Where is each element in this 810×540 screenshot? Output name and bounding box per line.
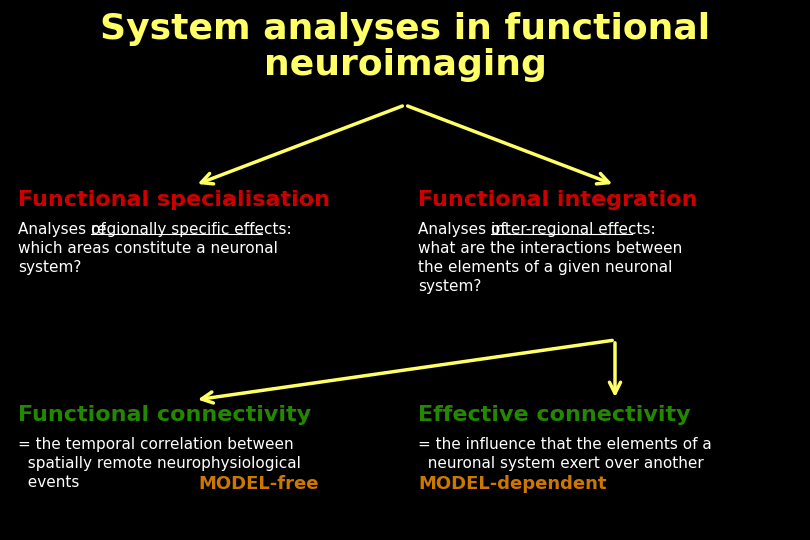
Text: = the influence that the elements of a: = the influence that the elements of a	[418, 437, 712, 452]
Text: which areas constitute a neuronal: which areas constitute a neuronal	[18, 241, 278, 256]
Text: spatially remote neurophysiological: spatially remote neurophysiological	[18, 456, 301, 471]
Text: events: events	[18, 475, 79, 490]
Text: neuroimaging: neuroimaging	[263, 48, 547, 82]
Text: MODEL-free: MODEL-free	[198, 475, 318, 493]
Text: neuronal system exert over another: neuronal system exert over another	[418, 456, 704, 471]
Text: Analyses of: Analyses of	[418, 222, 510, 237]
Text: Functional integration: Functional integration	[418, 190, 697, 210]
Text: the elements of a given neuronal: the elements of a given neuronal	[418, 260, 672, 275]
Text: Functional specialisation: Functional specialisation	[18, 190, 330, 210]
Text: system?: system?	[418, 279, 481, 294]
Text: Functional connectivity: Functional connectivity	[18, 405, 311, 425]
Text: regionally specific effects:: regionally specific effects:	[92, 222, 292, 237]
Text: Effective connectivity: Effective connectivity	[418, 405, 691, 425]
Text: MODEL-dependent: MODEL-dependent	[418, 475, 607, 493]
Text: System analyses in functional: System analyses in functional	[100, 12, 710, 46]
Text: what are the interactions between: what are the interactions between	[418, 241, 682, 256]
Text: inter-regional effects:: inter-regional effects:	[491, 222, 656, 237]
Text: = the temporal correlation between: = the temporal correlation between	[18, 437, 293, 452]
Text: Analyses of: Analyses of	[18, 222, 111, 237]
Text: system?: system?	[18, 260, 81, 275]
